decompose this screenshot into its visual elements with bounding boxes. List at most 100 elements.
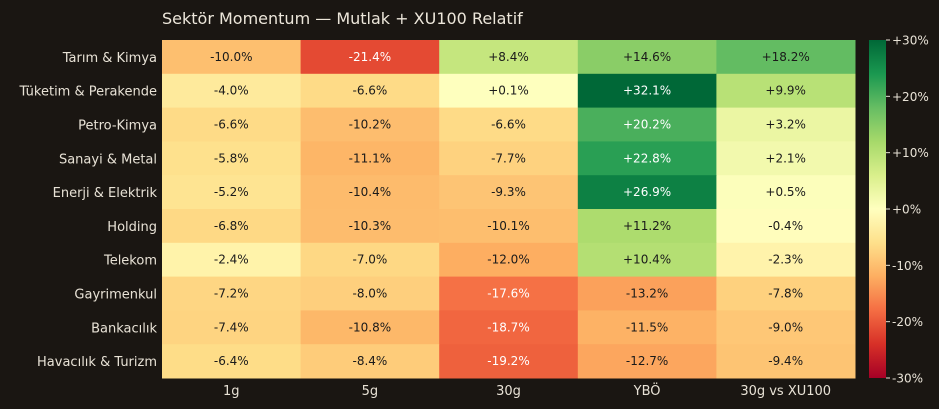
heatmap-cell xyxy=(162,276,302,311)
heatmap-cell xyxy=(162,344,302,379)
heatmap-cell xyxy=(300,276,440,311)
cell-value-label: -7.0% xyxy=(352,253,387,267)
row-labels: Tarım & Kimya Tüketim & Perakende Petro-Ki… xyxy=(19,51,158,370)
colorbar-tick-label: +30% xyxy=(892,34,929,48)
cell-value-label: -9.4% xyxy=(768,354,803,368)
colorbar-tick-label: +0% xyxy=(892,203,921,217)
row-label: Gayrimenkul xyxy=(74,288,157,303)
cell-value-label: -9.0% xyxy=(768,320,803,334)
cell-value-label: +18.2% xyxy=(762,50,810,64)
cell-value-label: -7.7% xyxy=(491,151,526,165)
heatmap-cell xyxy=(300,209,440,244)
heatmap-cell xyxy=(716,40,856,75)
row-label: Havacılık & Turizm xyxy=(37,355,157,370)
cell-value-label: -4.0% xyxy=(214,84,249,98)
cell-value-label: -12.0% xyxy=(487,253,529,267)
heatmap-cell xyxy=(577,73,717,109)
heatmap-cell xyxy=(162,40,302,75)
row-label: Bankacılık xyxy=(91,321,157,336)
colorbar-tick-label: -10% xyxy=(892,259,923,273)
cell-value-label: -7.8% xyxy=(768,287,803,301)
heatmap-cell xyxy=(162,310,302,345)
cell-value-label: -5.8% xyxy=(214,151,249,165)
cell-value-label: -8.0% xyxy=(352,287,387,301)
colorbar-gradient xyxy=(869,40,886,378)
column-label: 1g xyxy=(223,384,240,399)
heatmap-cell xyxy=(577,310,717,345)
cell-value-label: -7.4% xyxy=(214,320,249,334)
cell-value-label: +20.2% xyxy=(623,118,671,132)
cell-value-label: -8.4% xyxy=(352,354,387,368)
cell-value-label: -13.2% xyxy=(626,287,668,301)
cell-value-label: -7.2% xyxy=(214,287,249,301)
heatmap-cell xyxy=(300,40,440,75)
heatmap-cell xyxy=(300,344,440,379)
row-label: Tüketim & Perakende xyxy=(19,85,157,100)
cell-value-label: -17.6% xyxy=(487,287,529,301)
colorbar-tick-label: +20% xyxy=(892,90,929,104)
heatmap-cell xyxy=(716,276,856,311)
cell-value-label: -12.7% xyxy=(626,354,668,368)
heatmap-cell xyxy=(300,107,440,142)
cell-value-label: -10.8% xyxy=(349,320,391,334)
column-labels: 1g 5g 30g YBÖ 30g vs XU100 xyxy=(223,382,831,399)
colorbar-tick-label: -30% xyxy=(892,372,923,386)
heatmap-cell xyxy=(439,107,579,142)
cell-value-label: -6.8% xyxy=(214,219,249,233)
cell-value-label: -6.6% xyxy=(491,118,526,132)
heatmap-cell xyxy=(716,344,856,379)
cell-value-label: -10.3% xyxy=(349,219,391,233)
heatmap-cell xyxy=(577,175,717,210)
column-label: 30g xyxy=(496,384,521,399)
heatmap-cell xyxy=(439,344,579,379)
heatmap-cell xyxy=(439,242,579,278)
heatmap-cell xyxy=(439,209,579,244)
heatmap-cell xyxy=(162,107,302,142)
heatmap-cell xyxy=(577,40,717,75)
cell-value-label: -6.4% xyxy=(214,354,249,368)
heatmap-cell xyxy=(162,242,302,278)
row-label: Sanayi & Metal xyxy=(59,152,157,167)
heatmap-cell xyxy=(577,107,717,142)
cell-value-label: -6.6% xyxy=(214,118,249,132)
cell-value-label: +11.2% xyxy=(623,219,671,233)
heatmap-cell xyxy=(300,175,440,210)
cell-value-label: +22.8% xyxy=(623,151,671,165)
cell-value-label: -21.4% xyxy=(349,50,391,64)
cell-value-label: +26.9% xyxy=(623,185,671,199)
cell-value-label: +14.6% xyxy=(623,50,671,64)
heatmap-cell xyxy=(577,276,717,311)
heatmap-cell xyxy=(716,242,856,278)
heatmap-cell xyxy=(439,310,579,345)
cell-value-label: -11.1% xyxy=(349,151,391,165)
cell-value-label: +8.4% xyxy=(488,50,529,64)
cell-value-label: +9.9% xyxy=(765,84,806,98)
column-label: 30g vs XU100 xyxy=(740,384,831,399)
cell-value-label: -18.7% xyxy=(487,320,529,334)
cell-value-label: +10.4% xyxy=(623,253,671,267)
heatmap-cell xyxy=(439,175,579,210)
heatmap-cell xyxy=(162,209,302,244)
chart-title: Sektör Momentum — Mutlak + XU100 Relatif xyxy=(162,9,523,28)
cell-value-label: -10.4% xyxy=(349,185,391,199)
row-label: Enerji & Elektrik xyxy=(53,186,158,201)
heatmap-cell xyxy=(300,310,440,345)
cell-value-label: -2.3% xyxy=(768,253,803,267)
cell-value-label: -19.2% xyxy=(487,354,529,368)
heatmap-cell xyxy=(577,344,717,379)
cell-value-label: -10.0% xyxy=(210,50,252,64)
cell-value-label: -9.3% xyxy=(491,185,526,199)
cell-value-label: -10.2% xyxy=(349,118,391,132)
colorbar-tick-label: +10% xyxy=(892,146,929,160)
cell-value-label: -10.1% xyxy=(487,219,529,233)
heatmap-cell xyxy=(716,209,856,244)
cell-value-label: +0.5% xyxy=(765,185,806,199)
heatmap-cell xyxy=(716,107,856,142)
row-label: Petro-Kimya xyxy=(78,119,157,134)
heatmap-cell xyxy=(300,242,440,278)
heatmap-cells: -10.0% -21.4% +8.4% +14.6% +18.2% -4.0% -6.6% +… xyxy=(162,40,856,379)
column-label: YBÖ xyxy=(633,382,661,399)
heatmap-cell xyxy=(716,175,856,210)
heatmap-cell xyxy=(716,73,856,109)
cell-value-label: +0.1% xyxy=(488,84,529,98)
